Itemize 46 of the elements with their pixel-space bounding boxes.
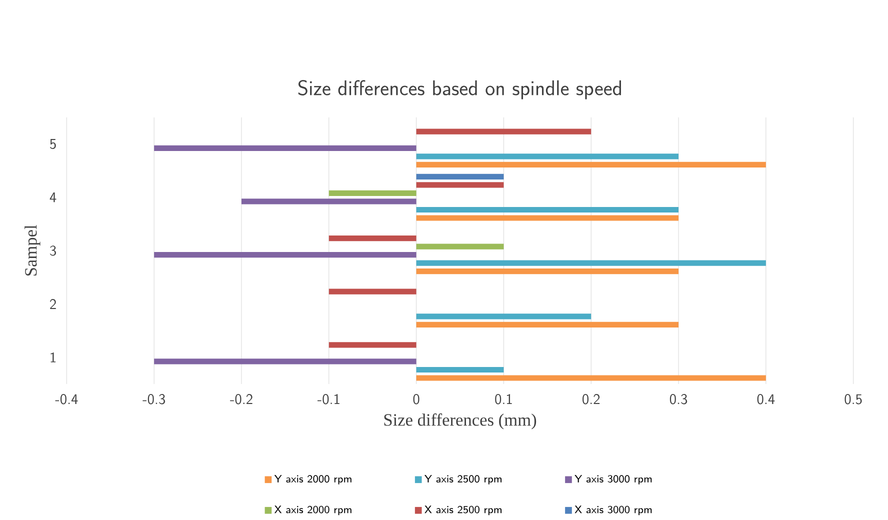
x-tick-label: 0.4: [757, 394, 775, 404]
bar: [416, 153, 679, 160]
legend-label: X axis 2500 rpm: [424, 505, 502, 515]
bar: [154, 358, 416, 364]
x-tick-label: 0.3: [670, 394, 688, 404]
bar: [416, 162, 766, 168]
legend-label: Y axis 3000 rpm: [574, 474, 652, 484]
bar: [154, 145, 416, 151]
bar: [416, 128, 592, 134]
x-tick-label: -0.4: [55, 394, 78, 404]
legend-label: X axis 2000 rpm: [274, 505, 352, 515]
bar: [416, 174, 504, 180]
y-tick-label: 1: [50, 352, 56, 362]
x-tick-label: -0.1: [317, 394, 340, 404]
bar: [328, 288, 416, 294]
bar: [416, 260, 766, 266]
x-tick-label: -0.2: [230, 394, 252, 404]
bar: [241, 198, 416, 204]
x-tick-label: 0.5: [844, 394, 862, 404]
x-axis-title: Size differences (mm): [384, 413, 536, 430]
bar: [416, 366, 504, 372]
bar: [416, 375, 766, 381]
x-tick-label: 0.2: [582, 394, 600, 404]
bar: [416, 322, 679, 328]
bar: [416, 215, 679, 221]
bar: [416, 244, 504, 250]
bar: [154, 252, 416, 258]
y-axis-title: Sampel: [24, 224, 40, 276]
y-tick-label: 3: [50, 245, 56, 256]
bar: [416, 313, 592, 319]
bar: [328, 235, 416, 241]
bar: [416, 182, 504, 188]
legend-label: Y axis 2000 rpm: [274, 474, 352, 484]
bar: [328, 342, 416, 348]
chart-title: Size differences based on spindle speed: [298, 80, 621, 100]
bar: [416, 206, 679, 212]
x-tick-label: 0: [413, 394, 420, 404]
y-tick-label: 5: [50, 138, 56, 149]
y-tick-label: 2: [50, 298, 56, 309]
legend-label: Y axis 2500 rpm: [424, 474, 502, 484]
bar: [328, 190, 416, 196]
x-tick-label: -0.3: [142, 394, 166, 404]
legend-label: X axis 3000 rpm: [574, 505, 652, 515]
x-tick-label: 0.1: [495, 394, 512, 404]
y-tick-label: 4: [50, 192, 56, 202]
bar: [416, 268, 679, 274]
